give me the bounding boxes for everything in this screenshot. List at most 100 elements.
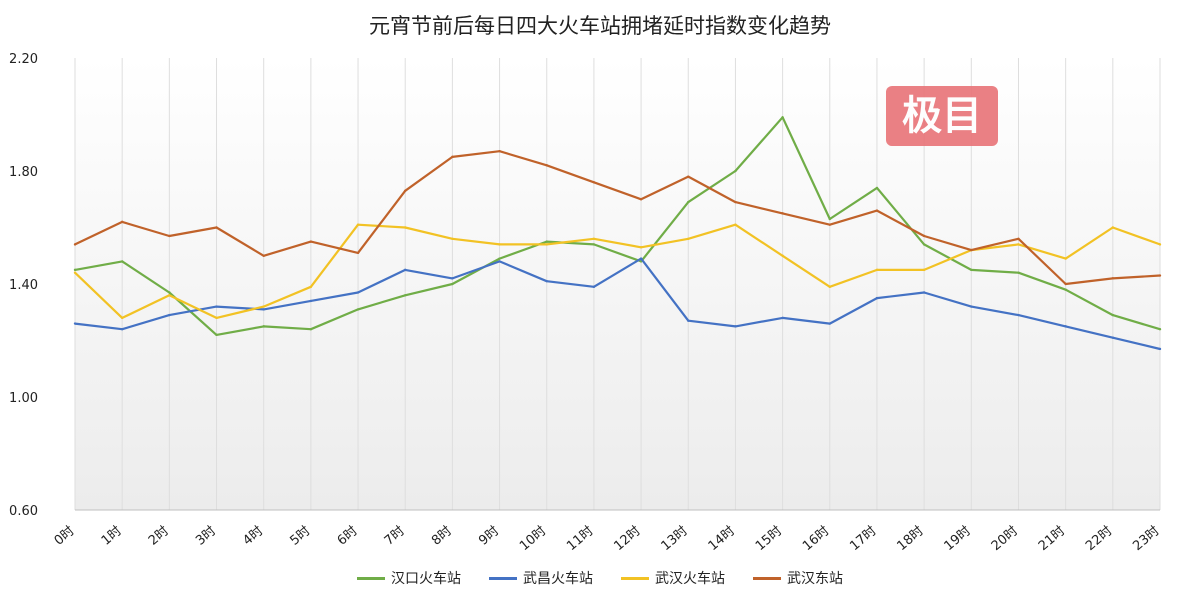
series-point <box>1064 288 1067 291</box>
x-tick-label: 5时 <box>287 524 313 549</box>
series-point <box>781 116 784 119</box>
legend-swatch <box>489 576 517 580</box>
series-point <box>828 285 831 289</box>
series-point <box>262 254 265 257</box>
series-point <box>922 243 926 246</box>
series-point <box>498 260 501 263</box>
series-point <box>73 322 77 325</box>
series-point <box>309 285 313 289</box>
series-point <box>215 226 218 229</box>
legend-label: 武昌火车站 <box>523 571 593 587</box>
x-tick-label: 21时 <box>1036 524 1068 554</box>
watermark-logo: 极目 <box>886 86 998 146</box>
series-point <box>734 200 737 204</box>
series-point <box>875 186 879 190</box>
y-tick-label: 1.80 <box>9 165 38 180</box>
series-point <box>1158 274 1162 277</box>
series-point <box>592 285 596 289</box>
series-point <box>1017 271 1020 274</box>
series-point <box>545 279 548 283</box>
x-tick-label: 11时 <box>564 524 596 554</box>
series-point <box>120 316 124 320</box>
x-tick-label: 18时 <box>894 524 926 554</box>
legend-swatch <box>621 576 649 580</box>
series-point <box>356 223 360 226</box>
series-point <box>356 308 360 311</box>
series-point <box>498 243 501 246</box>
series-point <box>687 175 690 178</box>
series-point <box>639 198 643 201</box>
series-point <box>309 240 313 243</box>
series-point <box>970 268 973 272</box>
chart-title: 元宵节前后每日四大火车站拥堵延时指数变化趋势 <box>369 14 831 38</box>
series-point <box>781 316 784 320</box>
legend-item: 汉口火车站 <box>357 568 461 588</box>
series-point <box>875 209 879 212</box>
x-tick-label: 1时 <box>99 524 125 549</box>
series-point <box>1111 336 1115 339</box>
legend-swatch <box>357 576 385 580</box>
x-tick-label: 22时 <box>1083 524 1115 554</box>
series-point <box>545 240 548 243</box>
series-point <box>1158 243 1162 246</box>
legend-item: 武汉东站 <box>753 568 843 588</box>
series-point <box>828 217 831 221</box>
series-point <box>922 291 926 294</box>
series-point <box>922 268 926 272</box>
x-tick-label: 14时 <box>706 524 738 554</box>
series-point <box>875 296 879 300</box>
x-tick-label: 20时 <box>989 524 1021 554</box>
legend-item: 武汉火车站 <box>621 568 725 588</box>
series-point <box>545 243 548 246</box>
series-point <box>215 316 218 320</box>
series-point <box>451 277 454 280</box>
series-point <box>687 319 690 322</box>
series-point <box>404 268 407 272</box>
y-tick-label: 1.40 <box>9 278 38 293</box>
series-point <box>168 234 171 238</box>
series-point <box>875 268 879 272</box>
series-point <box>1017 237 1020 240</box>
series-point <box>1111 226 1115 229</box>
series-point <box>262 305 265 308</box>
series-point <box>356 291 360 294</box>
x-tick-label: 7时 <box>382 524 408 549</box>
series-point <box>1158 347 1162 351</box>
series-point <box>1017 243 1020 246</box>
x-tick-label: 8时 <box>429 524 455 549</box>
series-point <box>1111 277 1115 280</box>
y-tick-label: 1.00 <box>9 391 38 406</box>
series-point <box>168 291 171 294</box>
series-point <box>120 260 124 263</box>
x-tick-label: 0时 <box>52 524 78 549</box>
series-line-3 <box>74 150 1161 286</box>
y-tick-label: 0.60 <box>9 504 38 519</box>
series-point <box>687 237 690 240</box>
series-point <box>451 237 454 240</box>
series-point <box>168 294 171 297</box>
series-point <box>734 169 737 173</box>
series-point <box>262 308 265 311</box>
series-point <box>451 282 454 286</box>
series-point <box>404 189 407 192</box>
series-point <box>1158 328 1162 331</box>
series-point <box>215 305 218 308</box>
legend-swatch <box>753 576 781 580</box>
series-point <box>970 305 973 308</box>
x-tick-label: 4时 <box>240 524 266 549</box>
series-point <box>120 328 124 331</box>
series-point <box>120 220 124 224</box>
series-point <box>309 328 313 331</box>
legend-label: 武汉火车站 <box>655 571 725 587</box>
legend-label: 武汉东站 <box>787 571 843 587</box>
series-line-0 <box>74 116 1161 336</box>
legend-label: 汉口火车站 <box>391 571 461 587</box>
series-point <box>73 271 77 274</box>
series-point <box>262 325 265 328</box>
series-point <box>1064 325 1067 328</box>
series-point <box>356 251 360 255</box>
series-point <box>828 223 831 226</box>
series-point <box>592 243 596 246</box>
x-tick-label: 3时 <box>193 524 219 549</box>
